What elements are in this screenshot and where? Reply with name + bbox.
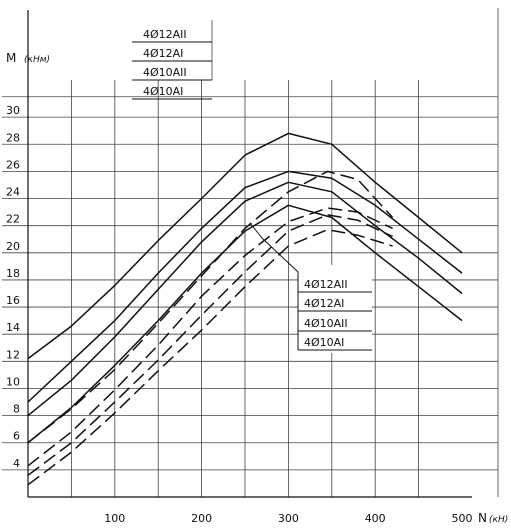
x-tick-label: 300 [278,512,299,525]
y-tick-label: 30 [6,104,20,117]
legend-top-item: 4Ø10AII [143,66,187,79]
y-tick-label: 12 [6,348,20,361]
y-tick-label: 10 [6,375,20,388]
x-tick-label: 500 [452,512,473,525]
legend-callout-item: 4Ø10AII [304,317,348,330]
solid-curve [27,132,463,360]
legend-callout: 4Ø12AII 4Ø12AI 4Ø10AII 4Ø10AI [249,222,372,353]
dashed-curve [27,214,393,476]
y-tick-label: 20 [6,240,20,253]
chart-frame [27,8,499,498]
y-axis-unit: (кНм) [24,55,50,65]
y-tick-label: 6 [13,430,20,443]
y-tick-label: 22 [6,213,20,226]
x-tick-label: 400 [365,512,386,525]
y-tick-label: 4 [13,457,20,470]
solid-curve [27,204,463,444]
x-axis-label: N [478,511,487,525]
y-tick-label: 18 [6,267,20,280]
x-tick-label: 100 [104,512,125,525]
dashed-curve [27,170,394,444]
chart-ticks: 100 200 300 400 500 4 6 8 10 12 14 16 18 20 22 24 26 28 30 [6,104,473,525]
legend-top-item: 4Ø10AI [143,85,183,98]
y-tick-label: 16 [6,294,20,307]
y-axis-label: M [6,51,16,65]
callout-leader-line [249,222,263,239]
y-tick-label: 28 [6,131,20,144]
x-tick-label: 200 [191,512,212,525]
legend-top-item: 4Ø12AI [143,47,183,60]
solid-curve [27,181,463,417]
y-tick-label: 8 [13,403,20,416]
dashed-curve [27,207,393,467]
x-axis-unit: (кН) [489,515,508,525]
dashed-curve [27,228,393,486]
chart-grid [2,80,498,497]
legend-top: 4Ø12AII 4Ø12AI 4Ø10AII 4Ø10AI [132,28,212,100]
y-tick-label: 24 [6,186,20,199]
legend-callout-item: 4Ø12AI [304,297,344,310]
solid-curve [27,170,463,403]
legend-callout-item: 4Ø12AII [304,278,348,291]
legend-callout-item: 4Ø10AI [304,336,344,349]
callout-leader-line [261,237,299,273]
y-tick-label: 14 [6,321,20,334]
chart-series [27,132,463,486]
y-tick-label: 26 [6,158,20,171]
legend-top-item: 4Ø12AII [143,28,187,41]
